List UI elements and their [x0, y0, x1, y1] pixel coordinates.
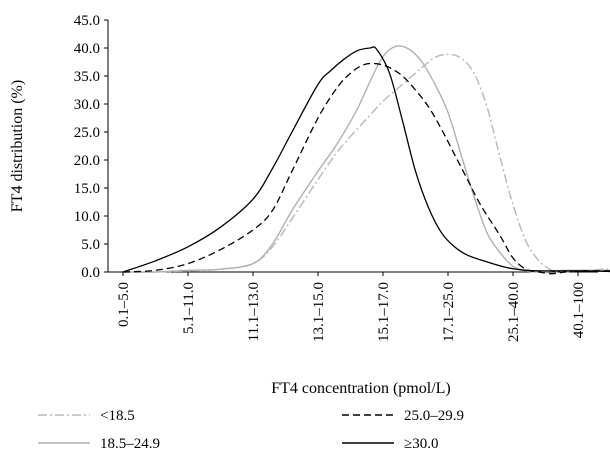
- legend-label-3: ≥30.0: [404, 436, 438, 452]
- legend-label-0: <18.5: [100, 408, 135, 424]
- y-tick-label: 25.0: [74, 125, 100, 141]
- y-tick-label: 45.0: [74, 13, 100, 29]
- legend: <18.5 18.5–24.9 25.0–29.9 ≥30.0: [38, 408, 464, 452]
- x-axis-title: FT4 concentration (pmol/L): [271, 380, 451, 397]
- y-tick-label: 30.0: [74, 97, 100, 113]
- y-axis: 0.0 5.0 10.0 15.0 20.0 25.0 30.0 35.0 40.0 45.0: [74, 13, 109, 281]
- x-tick-label: 5.1–11.0: [181, 282, 197, 334]
- series-line-0: [122, 53, 610, 273]
- legend-label-2: 25.0–29.9: [404, 408, 464, 424]
- series-line-3: [122, 46, 610, 273]
- x-tick-label: 13.1–15.0: [311, 282, 327, 342]
- series-line-1: [122, 45, 610, 273]
- x-tick-label: 40.1–100: [571, 282, 587, 338]
- x-tick-label: 25.1–40.0: [506, 282, 522, 342]
- y-tick-label: 40.0: [74, 41, 100, 57]
- x-tick-label: 11.1–13.0: [246, 282, 262, 341]
- y-tick-label: 0.0: [81, 265, 100, 281]
- y-tick-label: 20.0: [74, 153, 100, 169]
- series-lines: [122, 45, 610, 275]
- x-tick-label: 0.1–5.0: [116, 282, 132, 327]
- x-tick-label: 15.1–17.0: [376, 282, 392, 342]
- x-tick-label: 17.1–25.0: [441, 282, 457, 342]
- series-line-2: [122, 62, 610, 275]
- y-tick-label: 5.0: [81, 237, 100, 253]
- legend-label-1: 18.5–24.9: [100, 436, 160, 452]
- y-axis-title: FT4 distribution (%): [9, 80, 26, 212]
- x-axis: 0.1–5.0 5.1–11.0 11.1–13.0 13.1–15.0 15.1–17…: [108, 271, 598, 342]
- y-tick-label: 15.0: [74, 181, 100, 197]
- y-tick-label: 10.0: [74, 209, 100, 225]
- y-tick-label: 35.0: [74, 69, 100, 85]
